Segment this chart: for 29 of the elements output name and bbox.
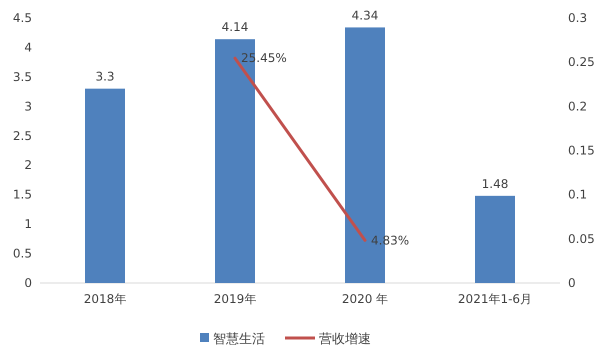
- y-tick-label: 0.5: [12, 246, 32, 261]
- data-label: 4.34: [352, 8, 378, 22]
- y2-tick-label: 0.15: [568, 144, 595, 158]
- x-tick-label: 2018年: [84, 292, 126, 306]
- y2-tick-label: 0.2: [568, 99, 588, 114]
- y2-tick-label: 0.25: [568, 55, 595, 70]
- y-tick-label: 3: [24, 99, 32, 114]
- y-tick-label: 3.5: [12, 70, 32, 84]
- data-label: 4.14: [222, 20, 248, 34]
- bar: [85, 88, 125, 283]
- y-tick-label: 4.5: [12, 11, 32, 25]
- legend-label: 营收增速: [319, 332, 371, 347]
- y-tick-label: 1: [24, 217, 32, 232]
- y-tick-label: 2: [24, 158, 32, 172]
- y2-tick-label: 0.1: [568, 188, 588, 202]
- x-tick-label: 2021年1-6月: [458, 292, 532, 306]
- y2-tick-label: 0.3: [568, 11, 588, 25]
- y-tick-label: 4: [24, 40, 32, 54]
- data-label: 1.48: [482, 176, 508, 191]
- y-tick-label: 0: [24, 276, 32, 290]
- x-tick-label: 2019年: [214, 292, 256, 306]
- x-tick-label: 2020 年: [342, 292, 388, 306]
- legend-label: 智慧生活: [213, 332, 265, 347]
- y2-tick-label: 0: [568, 276, 576, 290]
- data-label: 3.3: [95, 70, 115, 84]
- bar: [475, 196, 515, 283]
- y2-tick-label: 0.05: [568, 232, 595, 246]
- y-tick-label: 1.5: [12, 188, 32, 202]
- y-tick-label: 2.5: [12, 128, 32, 143]
